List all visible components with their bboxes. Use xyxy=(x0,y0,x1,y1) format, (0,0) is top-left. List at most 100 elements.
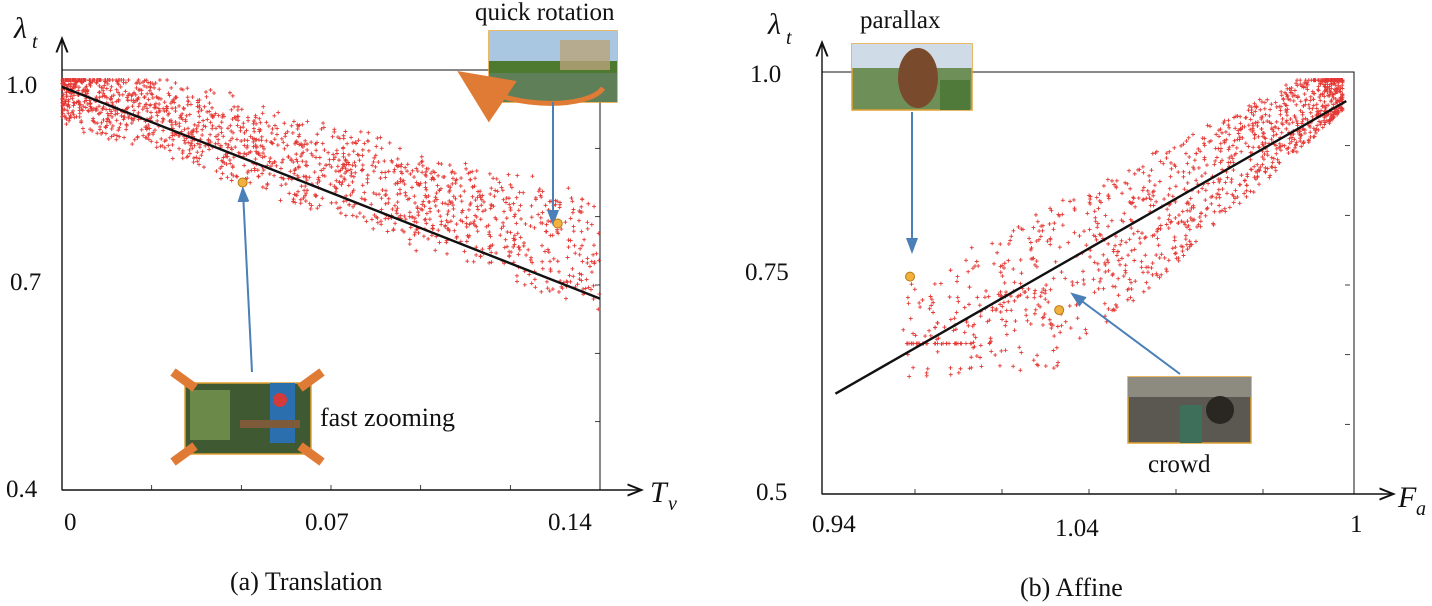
scatter-point xyxy=(67,105,72,110)
scatter-point xyxy=(227,90,232,95)
scatter-point xyxy=(1295,121,1300,126)
scatter-point xyxy=(1131,195,1136,200)
scatter-point xyxy=(155,113,160,118)
scatter-point xyxy=(1245,172,1250,177)
scatter-point xyxy=(308,206,313,211)
scatter-point xyxy=(162,100,167,105)
scatter-point xyxy=(134,85,139,90)
scatter-point xyxy=(134,81,139,86)
scatter-point xyxy=(238,128,243,133)
scatter-point xyxy=(1318,82,1323,87)
scatter-point xyxy=(1242,124,1247,129)
scatter-point xyxy=(246,150,251,155)
scatter-point xyxy=(1279,104,1283,109)
scatter-point xyxy=(1018,257,1023,262)
scatter-point xyxy=(274,163,279,168)
scatter-point xyxy=(948,372,953,377)
scatter-point xyxy=(1217,203,1222,208)
scatter-point xyxy=(543,229,548,234)
scatter-point xyxy=(101,88,106,93)
scatter-point xyxy=(540,259,545,264)
scatter-point xyxy=(451,194,456,199)
scatter-point xyxy=(439,222,444,227)
scatter-point xyxy=(1310,106,1315,111)
scatter-point xyxy=(1265,166,1270,171)
scatter-point xyxy=(435,183,440,188)
highlight-marker-fast-zooming xyxy=(237,177,248,188)
scatter-point xyxy=(1194,151,1199,156)
scatter-point xyxy=(1289,86,1294,91)
scatter-point xyxy=(239,139,244,144)
scatter-point xyxy=(951,328,956,333)
scatter-point xyxy=(1004,332,1009,337)
scatter-point xyxy=(577,277,582,282)
scatter-point xyxy=(481,199,486,204)
scatter-point xyxy=(292,171,297,176)
scatter-point xyxy=(114,133,119,138)
scatter-point xyxy=(548,259,553,264)
scatter-point xyxy=(424,187,429,192)
scatter-point xyxy=(938,281,943,286)
scatter-point xyxy=(1008,238,1013,243)
scatter-point xyxy=(1043,288,1048,293)
scatter-point xyxy=(65,108,70,113)
scatter-point xyxy=(522,282,527,287)
scatter-point xyxy=(917,300,922,305)
scatter-point xyxy=(412,232,417,237)
scatter-point xyxy=(1094,237,1099,242)
scatter-point xyxy=(1265,97,1270,102)
scatter-point xyxy=(129,98,134,103)
scatter-point xyxy=(1070,283,1075,288)
scatter-point xyxy=(343,171,348,176)
scatter-point xyxy=(1225,175,1230,180)
scatter-point xyxy=(1263,169,1268,174)
scatter-point xyxy=(1051,348,1056,353)
scatter-point xyxy=(265,181,270,186)
scatter-point xyxy=(503,237,508,242)
scatter-point xyxy=(451,203,456,208)
scatter-point xyxy=(1214,132,1219,137)
scatter-point xyxy=(501,220,506,225)
scatter-point xyxy=(326,150,331,155)
scatter-point xyxy=(550,287,555,292)
scatter-point xyxy=(61,92,66,97)
scatter-point xyxy=(1145,270,1150,275)
scatter-point xyxy=(165,78,170,82)
scatter-point xyxy=(379,170,384,175)
scatter-point xyxy=(68,84,73,89)
scatter-point xyxy=(1012,280,1017,285)
scatter-point xyxy=(356,138,361,143)
scatter-point xyxy=(545,247,550,252)
scatter-point xyxy=(282,146,287,151)
scatter-point xyxy=(1320,78,1325,83)
scatter-point xyxy=(185,86,190,91)
scatter-point xyxy=(1120,191,1125,196)
scatter-point xyxy=(81,88,86,93)
scatter-point xyxy=(1260,140,1265,145)
scatter-point xyxy=(580,197,585,202)
scatter-point xyxy=(572,243,577,248)
scatter-point xyxy=(1140,231,1145,236)
scatter-point xyxy=(1269,155,1274,160)
scatter-point xyxy=(1304,97,1309,102)
scatter-point xyxy=(230,164,235,169)
scatter-point xyxy=(170,156,175,161)
scatter-point xyxy=(426,199,431,204)
scatter-point xyxy=(141,133,146,138)
scatter-point xyxy=(1131,298,1136,303)
scatter-point xyxy=(405,162,410,167)
scatter-point xyxy=(144,85,149,90)
scatter-point xyxy=(1072,206,1077,211)
scatter-point xyxy=(414,248,419,253)
scatter-point xyxy=(232,104,237,109)
scatter-point xyxy=(320,173,325,178)
scatter-point xyxy=(1057,213,1062,218)
scatter-point xyxy=(1249,110,1254,115)
scatter-point xyxy=(229,129,234,134)
scatter-point xyxy=(967,366,972,371)
scatter-point xyxy=(161,128,166,133)
scatter-point xyxy=(1095,261,1100,266)
scatter-point xyxy=(365,176,370,181)
scatter-point xyxy=(1048,322,1053,327)
scatter-point xyxy=(423,180,428,185)
